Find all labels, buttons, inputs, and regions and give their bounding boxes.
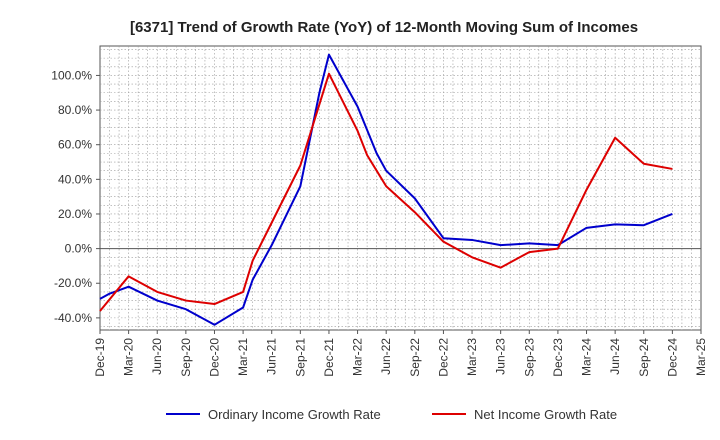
x-tick-label: Jun-21 (265, 338, 279, 375)
y-tick-label: 80.0% (58, 103, 92, 117)
legend-label: Ordinary Income Growth Rate (208, 407, 381, 422)
y-tick-label: 60.0% (58, 138, 92, 152)
legend-item: Ordinary Income Growth Rate (166, 407, 381, 422)
y-tick-label: 20.0% (58, 207, 92, 221)
x-tick-label: Mar-24 (580, 338, 594, 376)
x-tick-label: Sep-24 (637, 338, 651, 377)
y-tick-label: 40.0% (58, 172, 92, 186)
x-tick-label: Dec-19 (93, 338, 107, 377)
x-tick-label: Dec-22 (436, 338, 450, 377)
x-tick-label: Jun-22 (379, 338, 393, 375)
y-axis: -40.0% -20.0% 0.0% 20.0% 40.0% 60.0% 80.0% 100.… (51, 68, 100, 325)
x-tick-label: Dec-21 (322, 338, 336, 377)
x-tick-label: Mar-23 (465, 338, 479, 376)
x-tick-label: Mar-22 (351, 338, 365, 376)
y-tick-label: 0.0% (65, 242, 93, 256)
x-tick-label: Sep-23 (522, 338, 536, 377)
y-tick-label: 100.0% (51, 68, 92, 82)
x-tick-label: Dec-20 (207, 338, 221, 377)
y-tick-label: -20.0% (54, 276, 92, 290)
series-line-net-income (99, 72, 673, 312)
y-tick-label: -40.0% (54, 311, 92, 325)
x-tick-label: Jun-20 (150, 338, 164, 375)
series-line-ordinary-income (99, 53, 673, 326)
series-layer (99, 53, 673, 326)
x-tick-label: Mar-25 (694, 338, 708, 376)
x-tick-label: Jun-23 (494, 338, 508, 375)
x-axis: Dec-19 Mar-20 Jun-20 Sep-20 Dec-20 Mar-21 Jun-… (93, 330, 708, 377)
x-tick-label: Jun-24 (608, 338, 622, 375)
plot-area (99, 45, 702, 331)
chart-title: [6371] Trend of Growth Rate (YoY) of 12-… (130, 19, 638, 36)
x-tick-label: Dec-24 (665, 338, 679, 377)
x-tick-label: Sep-22 (408, 338, 422, 377)
x-tick-label: Dec-23 (551, 338, 565, 377)
legend-label: Net Income Growth Rate (474, 407, 617, 422)
x-tick-label: Mar-21 (236, 338, 250, 376)
x-tick-label: Mar-20 (122, 338, 136, 376)
legend: Ordinary Income Growth Rate Net Income Gr… (166, 407, 617, 422)
x-tick-label: Sep-20 (179, 338, 193, 377)
x-tick-label: Sep-21 (293, 338, 307, 377)
legend-item: Net Income Growth Rate (432, 407, 617, 422)
